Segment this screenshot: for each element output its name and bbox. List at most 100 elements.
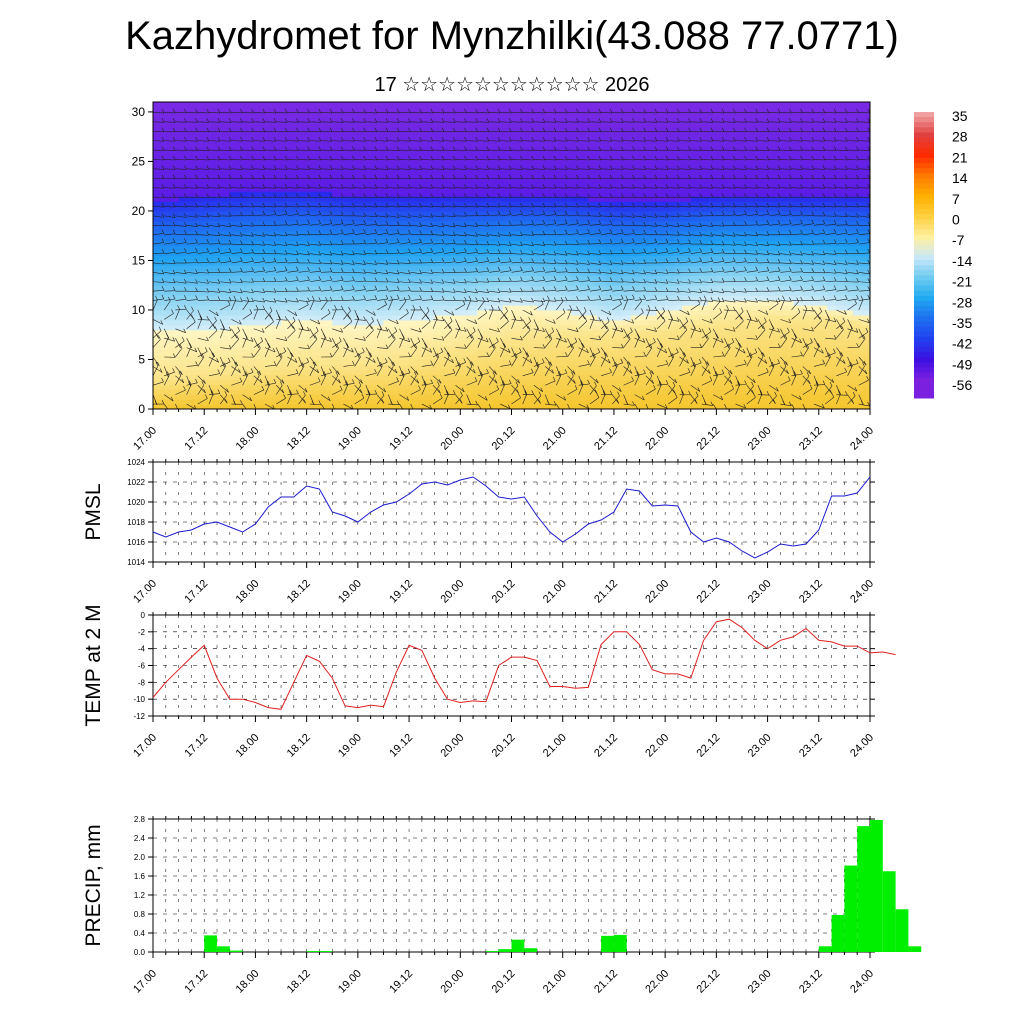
cross-section-cell (383, 334, 393, 341)
cross-section-cell (417, 220, 427, 227)
cross-section-cell (631, 126, 641, 133)
cross-section-cell (238, 255, 248, 262)
cross-section-cell (827, 176, 837, 182)
cross-section-cell (733, 270, 743, 276)
cross-section-cell (340, 201, 350, 207)
cross-section-cell (716, 121, 726, 128)
cross-section-cell (810, 235, 820, 242)
cross-section-cell (759, 136, 769, 143)
cross-section-cell (229, 324, 239, 331)
cross-section-cell (588, 121, 598, 128)
cross-section-cell (784, 126, 794, 133)
cross-section-cell (639, 344, 649, 351)
cross-section-cell (648, 349, 658, 356)
cross-section-cell (195, 389, 205, 395)
cross-section-cell (827, 389, 837, 395)
cross-section-cell (502, 305, 513, 311)
cross-section-cell (741, 255, 752, 262)
cross-section-cell (255, 201, 265, 207)
cross-section-cell (187, 329, 197, 336)
cross-section-cell (212, 305, 222, 311)
cross-section-cell (366, 106, 376, 113)
cross-section-cell (153, 265, 163, 271)
cross-section-cell (238, 230, 248, 237)
cross-section-cell (673, 250, 683, 257)
cross-section-cell (255, 354, 265, 361)
cross-section-cell (656, 116, 666, 123)
cross-section-cell (622, 275, 632, 281)
cross-section-cell (409, 290, 419, 296)
cross-section-cell (733, 389, 743, 395)
cross-section-cell (392, 359, 402, 366)
cross-section-cell (161, 151, 171, 158)
cross-section-cell (750, 131, 760, 138)
cross-section-cell (801, 394, 811, 400)
cross-section-cell (759, 290, 769, 296)
cross-section-cell (289, 280, 299, 286)
cross-section-cell (178, 364, 188, 370)
cross-section-cell (716, 111, 726, 118)
cross-section-cell (426, 319, 436, 326)
cross-section-cell (451, 102, 461, 108)
cross-section-cell (357, 384, 367, 390)
cross-section-cell (759, 344, 769, 351)
cross-section-cell (741, 265, 752, 271)
cross-section-cell (818, 324, 828, 331)
cross-section-cell (221, 265, 231, 271)
cross-section-cell (494, 369, 504, 375)
cross-section-cell (229, 102, 239, 108)
cross-section-cell (767, 121, 777, 128)
cross-section-cell (759, 270, 769, 276)
cross-section-cell (392, 314, 402, 321)
cross-section-cell (315, 280, 325, 286)
cross-section-cell (511, 260, 521, 267)
cross-section-cell (306, 285, 316, 291)
cross-section-cell (357, 102, 367, 108)
cross-section-cell (810, 220, 820, 227)
cross-section-cell (298, 404, 308, 409)
cross-section-cell (596, 305, 606, 311)
cross-section-cell (212, 300, 222, 306)
cross-section-cell (554, 126, 564, 133)
cross-section-cell (204, 379, 214, 385)
cross-section-cell (827, 265, 837, 271)
cross-section-cell (690, 111, 700, 118)
cross-section-cell (281, 374, 291, 380)
cross-section-cell (212, 374, 222, 380)
cross-section-cell (187, 354, 197, 361)
cross-section-cell (648, 230, 658, 237)
cross-section-cell (665, 136, 675, 143)
cross-section-cell (494, 394, 504, 400)
cross-section-cell (656, 399, 666, 405)
cross-section-cell (392, 275, 402, 281)
cross-section-cell (170, 151, 180, 158)
cross-section-cell (374, 136, 385, 143)
cross-section-cell (323, 384, 333, 390)
cross-section-cell (835, 290, 845, 296)
cross-section-cell (767, 191, 777, 197)
cross-section-cell (281, 389, 291, 395)
cross-section-cell (477, 404, 487, 409)
cross-section-cell (562, 399, 572, 405)
cross-section-cell (716, 314, 726, 321)
cross-section-cell (622, 314, 632, 321)
cross-section-cell (639, 205, 649, 212)
cross-section-cell (332, 136, 342, 143)
cross-section-cell (562, 250, 572, 257)
cross-section-cell (571, 240, 581, 247)
cross-section-cell (528, 171, 538, 177)
cross-section-cell (263, 126, 274, 133)
cross-section-cell (332, 230, 342, 237)
cross-section-cell (648, 176, 658, 182)
cross-section-cell (289, 275, 299, 281)
cross-section-cell (656, 339, 666, 346)
cross-section-cell (494, 285, 504, 291)
cross-section-cell (212, 399, 222, 405)
cross-section-cell (366, 295, 376, 301)
cross-section-cell (682, 354, 692, 361)
cross-section-cell (323, 196, 333, 202)
cross-section-cell (289, 106, 299, 113)
cross-section-cell (562, 126, 572, 133)
cross-section-cell (349, 295, 359, 301)
cross-section-cell (776, 394, 786, 400)
